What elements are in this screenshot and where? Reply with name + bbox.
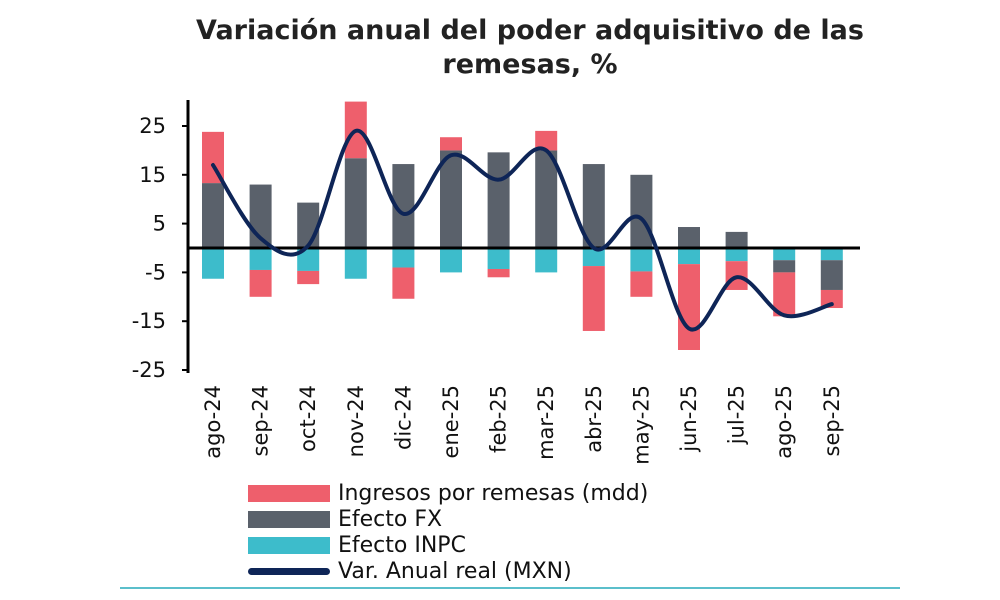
bar-efecto-fx-feb-25 xyxy=(487,152,510,248)
legend-label: Efecto INPC xyxy=(338,532,466,558)
bar-ingresos-por-remesas-mdd--abr-25 xyxy=(582,266,605,331)
bar-efecto-fx-mar-25 xyxy=(535,150,558,248)
bar-efecto-inpc-may-25 xyxy=(630,248,653,272)
legend-swatch xyxy=(248,536,330,554)
bar-ingresos-por-remesas-mdd--may-25 xyxy=(630,271,653,297)
x-tick-label: abr-25 xyxy=(582,385,606,453)
bar-ingresos-por-remesas-mdd--jun-25 xyxy=(678,264,700,350)
legend-swatch xyxy=(248,510,330,528)
bar-efecto-inpc-ago-24 xyxy=(202,248,224,279)
x-tick-label: ago-25 xyxy=(772,385,796,459)
x-tick-label: dic-24 xyxy=(391,385,415,450)
divider xyxy=(120,587,900,589)
x-tick-label: ene-25 xyxy=(439,385,463,458)
legend-item: Var. Anual real (MXN) xyxy=(248,558,648,584)
bar-efecto-inpc-dic-24 xyxy=(392,248,415,268)
bar-efecto-fx-nov-24 xyxy=(344,158,367,248)
x-tick-label: nov-24 xyxy=(344,385,368,457)
bar-ingresos-por-remesas-mdd--ago-24 xyxy=(202,131,224,184)
bar-efecto-fx-ene-25 xyxy=(440,150,462,248)
x-tick-label: jul-25 xyxy=(725,385,749,445)
y-tick-label: 5 xyxy=(153,212,166,236)
x-tick-label: ago-24 xyxy=(201,385,225,459)
legend-swatch xyxy=(248,567,330,575)
legend-label: Efecto FX xyxy=(338,506,443,532)
bar-efecto-fx-dic-24 xyxy=(392,164,415,248)
bar-ingresos-por-remesas-mdd--sep-25 xyxy=(820,289,843,309)
x-tick-label: feb-25 xyxy=(487,385,511,453)
legend-label: Var. Anual real (MXN) xyxy=(338,558,572,584)
y-tick-label: -25 xyxy=(132,358,166,382)
bar-ingresos-por-remesas-mdd--oct-24 xyxy=(297,270,320,285)
x-tick-label: oct-24 xyxy=(296,385,320,452)
bar-efecto-inpc-abr-25 xyxy=(582,248,605,267)
bar-ingresos-por-remesas-mdd--ene-25 xyxy=(440,137,462,151)
bar-efecto-fx-sep-25 xyxy=(820,260,843,290)
bar-efecto-inpc-nov-24 xyxy=(344,248,367,279)
chart-title: Variación anual del poder adquisitivo de… xyxy=(196,15,864,80)
bar-efecto-fx-oct-24 xyxy=(297,202,320,248)
bar-efecto-inpc-oct-24 xyxy=(297,248,320,271)
bar-efecto-fx-ago-24 xyxy=(202,183,224,248)
y-tick-label: 15 xyxy=(139,163,166,187)
x-tick-label: jun-25 xyxy=(677,385,701,453)
y-tick-label: 25 xyxy=(139,114,166,138)
y-tick-label: -5 xyxy=(145,260,166,284)
bar-ingresos-por-remesas-mdd--dic-24 xyxy=(392,267,415,299)
bar-ingresos-por-remesas-mdd--sep-24 xyxy=(249,269,272,297)
legend-label: Ingresos por remesas (mdd) xyxy=(338,480,649,506)
bar-efecto-inpc-sep-24 xyxy=(249,248,272,270)
legend: Ingresos por remesas (mdd) Efecto FX Efect… xyxy=(248,480,648,584)
legend-item: Efecto INPC xyxy=(248,532,648,558)
x-tick-label: may-25 xyxy=(629,385,653,465)
x-tick-label: mar-25 xyxy=(534,385,558,460)
bar-efecto-fx-may-25 xyxy=(630,174,653,248)
bar-efecto-inpc-jun-25 xyxy=(678,248,700,265)
bar-efecto-fx-ago-25 xyxy=(773,260,796,273)
legend-item: Ingresos por remesas (mdd) xyxy=(248,480,648,506)
x-tick-label: sep-25 xyxy=(820,385,844,457)
y-tick-label: -15 xyxy=(132,309,166,333)
bar-efecto-inpc-jul-25 xyxy=(725,248,748,262)
x-tick-label: sep-24 xyxy=(249,385,273,457)
legend-swatch xyxy=(248,484,330,502)
bar-efecto-fx-jul-25 xyxy=(725,231,748,248)
bar-efecto-inpc-sep-25 xyxy=(820,248,843,261)
bar-efecto-inpc-feb-25 xyxy=(487,248,510,269)
bar-efecto-inpc-mar-25 xyxy=(535,248,558,273)
bar-efecto-fx-jun-25 xyxy=(678,227,700,248)
legend-item: Efecto FX xyxy=(248,506,648,532)
bar-efecto-fx-abr-25 xyxy=(582,164,605,248)
series-line-var-anual-real xyxy=(211,128,834,332)
bar-efecto-inpc-ago-25 xyxy=(773,248,796,261)
bar-ingresos-por-remesas-mdd--ago-25 xyxy=(773,272,796,317)
bar-efecto-inpc-ene-25 xyxy=(440,248,462,273)
bar-ingresos-por-remesas-mdd--mar-25 xyxy=(535,130,558,151)
bar-ingresos-por-remesas-mdd--feb-25 xyxy=(487,268,510,278)
